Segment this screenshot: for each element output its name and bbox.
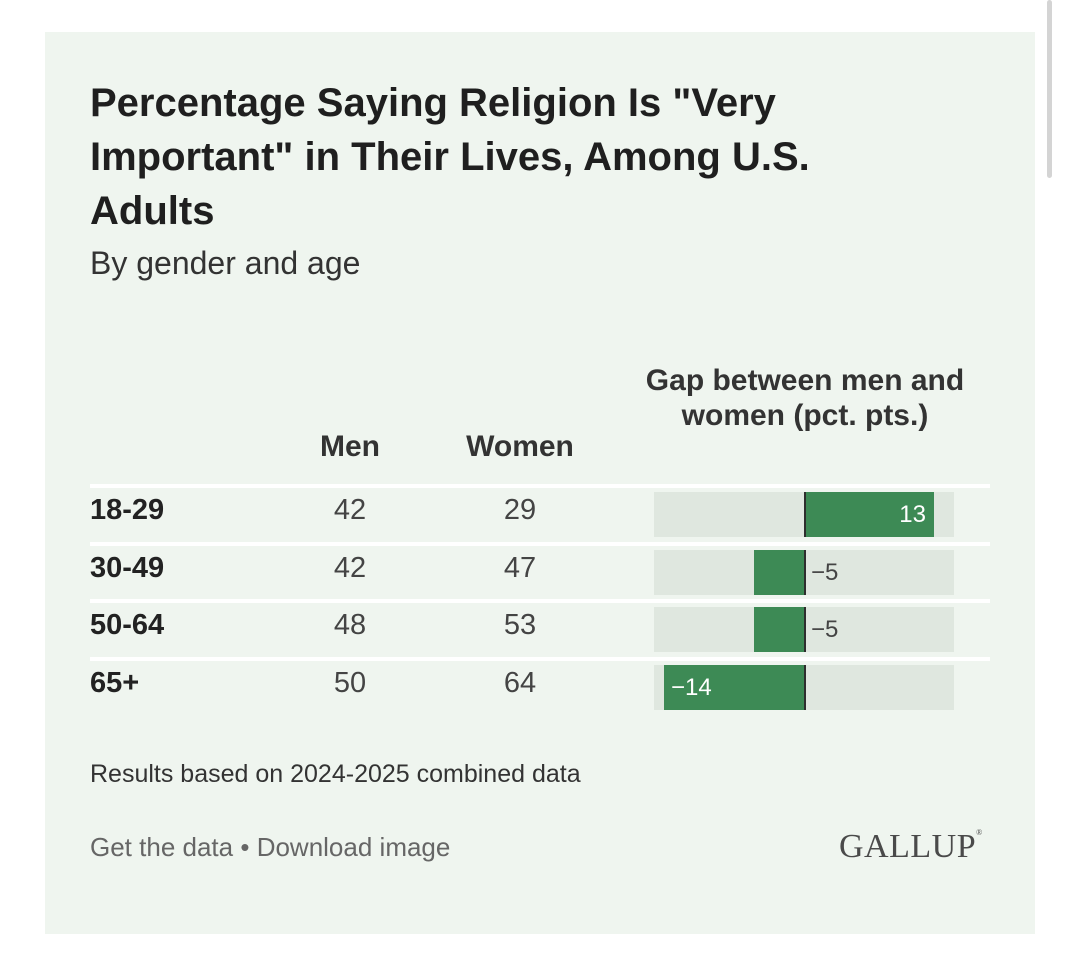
gallup-logo-text: GALLUP (839, 828, 977, 865)
chart-title: Percentage Saying Religion Is "Very Impo… (90, 81, 810, 233)
chart-card: Percentage Saying Religion Is "Very Impo… (45, 32, 1035, 934)
row-separator (90, 599, 990, 603)
gap-bar-label: −14 (671, 674, 712, 701)
gap-bar-track: −14 (654, 665, 954, 710)
cell-men-value: 42 (333, 552, 367, 584)
gap-bar-label: −5 (811, 616, 839, 643)
gap-bar (804, 492, 934, 537)
gap-bar-track: 13 (654, 492, 954, 537)
page-scrollbar[interactable] (1047, 0, 1052, 178)
column-header-men: Men (320, 430, 380, 463)
cell-men-value: 42 (333, 494, 367, 526)
row-separator (90, 484, 990, 488)
gap-bar-label: 13 (899, 501, 926, 528)
get-data-link[interactable]: Get the data (90, 832, 234, 862)
column-header-gap: Gap between men and women (pct. pts.) (645, 364, 965, 432)
zero-line (804, 492, 806, 537)
gallup-logo: GALLUP® (839, 828, 983, 865)
gap-bar-track: −5 (654, 607, 954, 652)
row-label: 30-49 (90, 552, 165, 584)
row-label: 18-29 (90, 494, 165, 526)
column-header-women: Women (466, 430, 574, 463)
link-separator: • (240, 832, 250, 862)
download-image-link[interactable]: Download image (256, 832, 451, 862)
gap-bar-track: −5 (654, 550, 954, 595)
gap-bar (754, 550, 804, 595)
cell-men-value: 50 (333, 667, 367, 699)
chart-subtitle: By gender and age (90, 245, 361, 281)
zero-line (804, 550, 806, 595)
cell-women-value: 47 (503, 552, 537, 584)
footer-links: Get the data • Download image (90, 832, 450, 863)
row-label: 50-64 (90, 609, 165, 641)
cell-women-value: 53 (503, 609, 537, 641)
gap-bar-label: −5 (811, 559, 839, 586)
data-note: Results based on 2024-2025 combined data (90, 760, 581, 788)
cell-men-value: 48 (333, 609, 367, 641)
gap-bar (664, 665, 804, 710)
cell-women-value: 29 (503, 494, 537, 526)
row-separator (90, 657, 990, 661)
row-label: 65+ (90, 667, 140, 699)
zero-line (804, 607, 806, 652)
zero-line (804, 665, 806, 710)
gap-bar (754, 607, 804, 652)
cell-women-value: 64 (503, 667, 537, 699)
row-separator (90, 542, 990, 546)
